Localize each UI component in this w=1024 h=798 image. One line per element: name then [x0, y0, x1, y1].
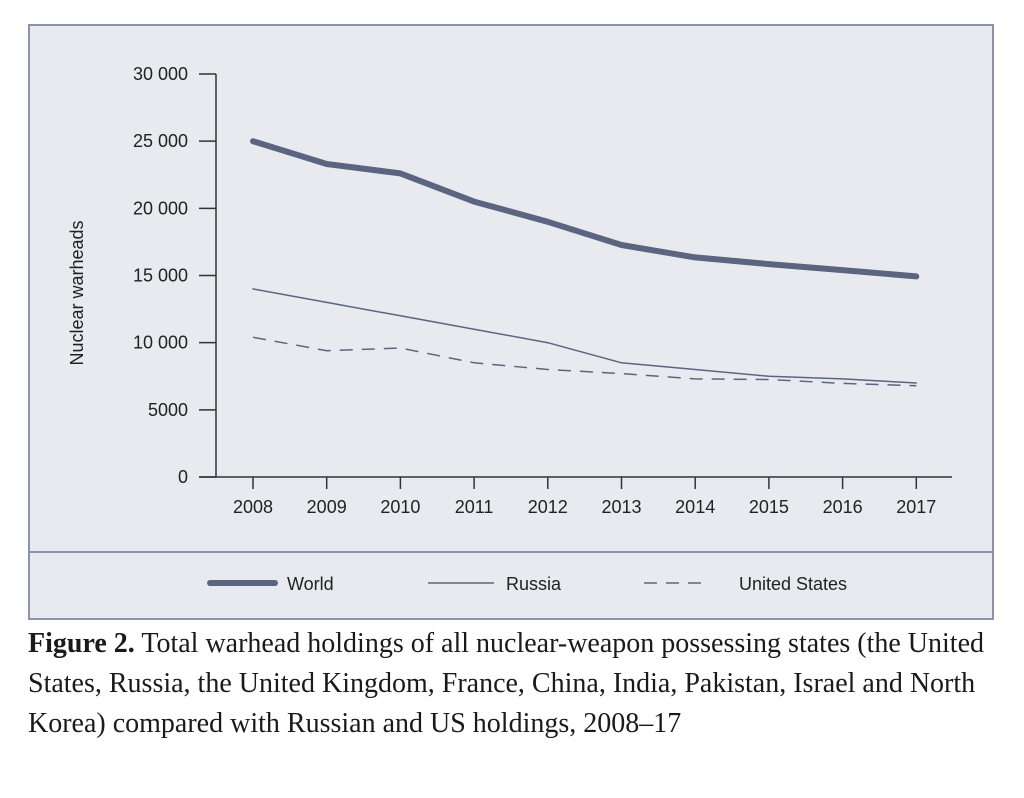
y-tick-label: 10 000	[133, 333, 188, 353]
x-tick-label: 2009	[307, 497, 347, 517]
x-tick-label: 2013	[601, 497, 641, 517]
chart-panel	[28, 24, 994, 620]
y-tick-label: 0	[178, 467, 188, 487]
x-tick-label: 2015	[749, 497, 789, 517]
axes: 0 5000 10 000 15 000 20 000 25 000 30 000 2008 2…	[133, 64, 952, 517]
y-axis-title: Nuclear warheads	[67, 220, 87, 365]
x-tick-label: 2010	[380, 497, 420, 517]
x-tick-label: 2008	[233, 497, 273, 517]
series-line-united-states	[252, 336, 917, 387]
series-lines	[250, 138, 920, 387]
x-tick-label: 2012	[528, 497, 568, 517]
legend: World Russia United States	[207, 574, 847, 594]
y-tick-label: 25 000	[133, 131, 188, 151]
legend-label-russia: Russia	[506, 574, 562, 594]
series-line-russia	[252, 288, 918, 384]
y-tick-label: 30 000	[133, 64, 188, 84]
y-tick-label: 20 000	[133, 198, 188, 218]
x-tick-label: 2016	[823, 497, 863, 517]
y-tick-label: 5000	[148, 400, 188, 420]
y-tick-label: 15 000	[133, 266, 188, 286]
x-tick-label: 2014	[675, 497, 715, 517]
x-tick-label: 2011	[455, 497, 494, 517]
legend-label-united-states: United States	[739, 574, 847, 594]
x-tick-label: 2017	[896, 497, 936, 517]
caption-label: Figure 2.	[28, 628, 135, 659]
legend-label-world: World	[287, 574, 334, 594]
series-line-world	[250, 138, 920, 280]
figure-caption: Figure 2. Total warhead holdings of all …	[28, 624, 998, 744]
caption-text: Total warhead holdings of all nuclear-we…	[28, 628, 985, 739]
